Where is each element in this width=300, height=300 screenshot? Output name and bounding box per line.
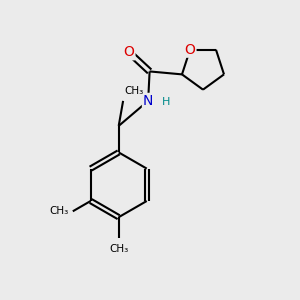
Text: N: N (143, 94, 153, 108)
Text: CH₃: CH₃ (124, 86, 144, 97)
Text: O: O (124, 45, 134, 59)
Text: CH₃: CH₃ (109, 244, 128, 254)
Text: H: H (162, 98, 170, 107)
Text: CH₃: CH₃ (49, 206, 68, 216)
Text: O: O (184, 43, 196, 57)
